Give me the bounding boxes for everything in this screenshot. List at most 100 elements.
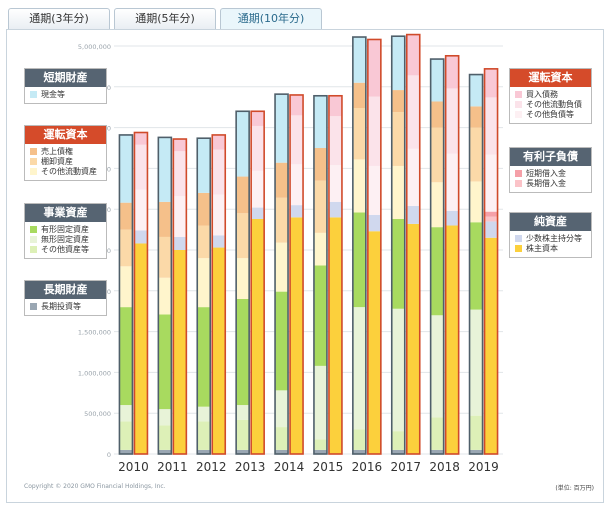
liability-segment: [134, 230, 148, 244]
legend-label: その他資産等: [41, 245, 89, 254]
asset-bar-outline: [274, 93, 289, 455]
legend-label: 無形固定資産: [41, 235, 89, 244]
liability-segment: [367, 96, 381, 166]
liability-bar-outline: [172, 138, 188, 455]
liability-segment: [406, 75, 420, 149]
liability-segment: [328, 165, 342, 202]
liability-segment: [445, 153, 459, 211]
legend-working-capital-liabilities: 運転資本 買入債務 その他流動負債 その他負債等: [509, 68, 592, 124]
y-tick-label: 5,000,000: [78, 43, 111, 51]
x-tick-label: 2013: [235, 460, 266, 474]
liability-segment: [328, 201, 342, 218]
asset-segment: [236, 298, 250, 406]
liability-segment: [251, 111, 265, 126]
tab-3-years[interactable]: 通期(3年分): [8, 8, 110, 29]
asset-segment: [469, 181, 483, 223]
asset-segment: [469, 74, 483, 107]
tab-5-years[interactable]: 通期(5年分): [114, 8, 216, 29]
asset-segment: [197, 258, 211, 308]
legend-swatch: [30, 226, 37, 233]
legend-label: 棚卸資産: [41, 157, 73, 166]
legend-item: 有形固定資産: [30, 225, 103, 235]
legend-item: 株主資本: [515, 244, 588, 254]
x-tick-label: 2016: [352, 460, 383, 474]
liability-segment: [212, 149, 226, 195]
liability-segment: [290, 164, 304, 206]
asset-segment: [391, 449, 405, 454]
liability-segment: [406, 34, 420, 76]
asset-segment: [430, 227, 444, 316]
legend-label: 現金等: [41, 90, 65, 99]
asset-segment: [275, 390, 289, 428]
legend-working-capital-assets: 運転資本 売上債権 棚卸資産 その他流動資産: [24, 125, 107, 181]
asset-segment: [430, 101, 444, 128]
asset-segment: [275, 162, 289, 198]
legend-short-term-assets: 短期財産 現金等: [24, 68, 107, 104]
asset-segment: [313, 148, 327, 181]
asset-segment: [119, 421, 133, 450]
liability-bar-outline: [211, 134, 227, 455]
asset-segment: [197, 421, 211, 450]
asset-bar-outline: [118, 134, 134, 455]
asset-segment: [430, 449, 444, 454]
asset-segment: [313, 265, 327, 366]
liability-segment: [367, 39, 381, 97]
legend-item: 少数株主持分等: [515, 234, 588, 244]
legend-label: 売上債権: [41, 147, 73, 156]
legend-item: 売上債権: [30, 147, 103, 157]
liability-segment: [367, 231, 381, 454]
asset-segment: [158, 201, 172, 237]
asset-segment: [197, 138, 211, 193]
liability-segment: [212, 194, 226, 236]
legend-swatch: [30, 168, 37, 175]
asset-segment: [236, 176, 250, 214]
x-tick-label: 2019: [468, 460, 499, 474]
legend-swatch: [30, 148, 37, 155]
legend-title: 有利子負債: [510, 148, 591, 166]
asset-bar-outline: [352, 36, 367, 455]
x-tick-label: 2010: [118, 460, 149, 474]
asset-segment: [469, 415, 483, 450]
liability-segment: [290, 217, 304, 454]
legend-item: 買入債務: [515, 90, 588, 100]
asset-segment: [430, 127, 444, 183]
liability-segment: [134, 144, 148, 190]
copyright-text: Copyright © 2020 GMO Financial Holdings,…: [24, 483, 166, 490]
legend-item: 短期借入金: [515, 169, 588, 179]
liability-segment: [212, 134, 226, 150]
liability-segment: [212, 247, 226, 454]
legend-label: その他流動資産: [41, 167, 97, 176]
legend-label: 少数株主持分等: [526, 234, 582, 243]
legend-item: 長期投資等: [30, 302, 103, 312]
asset-segment: [236, 213, 250, 259]
asset-segment: [391, 308, 405, 432]
liability-segment: [173, 196, 187, 237]
legend-label: 有形固定資産: [41, 225, 89, 234]
asset-segment: [313, 180, 327, 233]
asset-segment: [158, 277, 172, 315]
liability-segment: [484, 68, 498, 98]
asset-segment: [119, 405, 133, 422]
asset-segment: [352, 159, 366, 213]
asset-segment: [352, 108, 366, 160]
asset-segment: [236, 449, 250, 454]
asset-segment: [352, 82, 366, 109]
legend-label: その他流動負債: [526, 100, 582, 109]
x-tick-label: 2011: [157, 460, 188, 474]
legend-title: 短期財産: [25, 69, 106, 87]
legend-title: 運転資本: [510, 69, 591, 87]
liability-segment: [134, 243, 148, 454]
asset-segment: [469, 309, 483, 416]
liability-bar-outline: [444, 54, 460, 455]
liability-bar-outline: [250, 110, 265, 455]
legend-business-assets: 事業資産 有形固定資産 無形固定資産 その他資産等: [24, 203, 107, 259]
legend-swatch: [30, 236, 37, 243]
tab-10-years[interactable]: 通期(10年分): [220, 8, 322, 30]
legend-long-term-assets: 長期財産 長期投資等: [24, 280, 107, 316]
y-tick-label: 1,500,000: [78, 329, 111, 337]
asset-segment: [352, 307, 366, 430]
liability-segment: [328, 217, 342, 454]
legend-title: 事業資産: [25, 204, 106, 222]
legend-label: 短期借入金: [526, 169, 566, 178]
liability-segment: [173, 151, 187, 197]
